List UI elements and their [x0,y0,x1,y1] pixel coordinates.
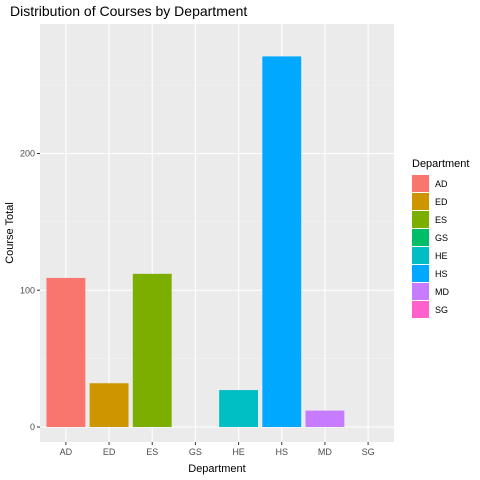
x-tick-label: ES [146,447,158,457]
x-tick-label: ED [103,447,116,457]
y-tick-label: 100 [20,285,35,295]
legend-label: ES [435,215,447,225]
x-tick-label: AD [60,447,73,457]
legend-key-he [412,247,429,264]
x-tick-label: SG [362,447,375,457]
legend-label: HE [435,251,448,261]
x-tick-label: GS [189,447,202,457]
x-tick-label: HE [232,447,245,457]
y-axis-title: Course Total [4,202,16,264]
legend-label: HS [435,269,448,279]
legend-key-gs [412,229,429,246]
legend-key-hs [412,265,429,282]
y-tick-label: 200 [20,149,35,159]
x-tick-label: MD [318,447,332,457]
y-axis: 0 100 200 [20,149,40,432]
legend-key-ad [412,175,429,192]
bar-ed [89,383,129,427]
bar-md [305,410,345,427]
chart-title: Distribution of Courses by Department [10,3,247,19]
x-axis-title: Department [188,463,245,475]
grid-minor [40,84,394,359]
x-axis: AD ED ES GS HE HS MD SG [60,442,375,457]
legend-label: AD [435,179,448,189]
legend: Department AD ED ES GS HE HS MD SG [412,158,469,318]
legend-title: Department [412,158,469,170]
legend-label: SG [435,305,448,315]
legend-key-es [412,211,429,228]
bar-he [219,390,259,427]
plot-panel [40,24,394,442]
legend-label: ED [435,197,448,207]
x-tick-label: HS [275,447,288,457]
legend-label: MD [435,287,449,297]
legend-label: GS [435,233,448,243]
legend-key-md [412,283,429,300]
legend-key-sg [412,301,429,318]
legend-key-ed [412,193,429,210]
bars [46,56,345,427]
legend-items: AD ED ES GS HE HS MD SG [412,175,449,318]
bar-ad [46,277,86,427]
bar-es [132,273,172,427]
bar-hs [262,56,302,427]
y-tick-label: 0 [30,422,35,432]
